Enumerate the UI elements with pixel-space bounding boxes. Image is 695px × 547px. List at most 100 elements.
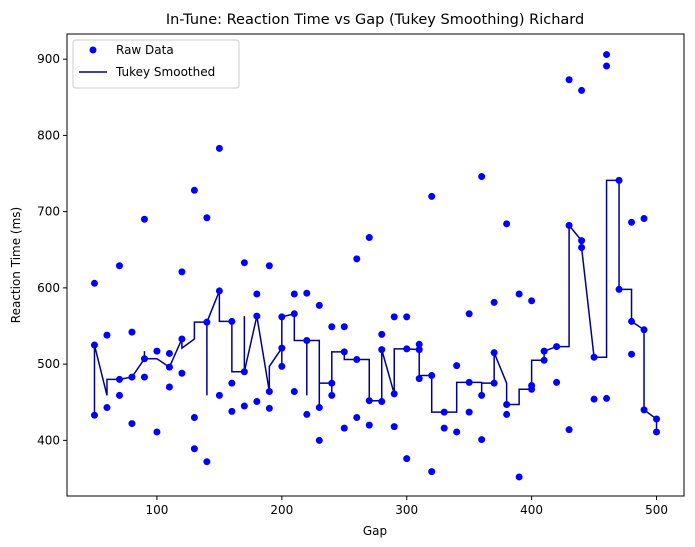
raw-data-point-45 [278,362,286,370]
y-tick-label-2: 600 [37,281,60,295]
raw-data-point-41 [265,388,273,396]
y-tick-label-0: 400 [37,433,60,447]
raw-data-point-56 [328,379,336,387]
raw-data-point-124 [640,326,648,334]
raw-data-point-60 [340,424,348,432]
raw-data-point-48 [290,388,298,396]
raw-data-point-28 [215,144,223,152]
raw-data-point-107 [565,76,573,84]
raw-data-point-115 [603,51,611,59]
y-axis-label: Reaction Time (ms) [9,207,23,323]
raw-data-point-104 [540,356,548,364]
raw-data-point-76 [415,340,423,348]
raw-data-point-120 [628,218,636,226]
raw-data-point-102 [528,385,536,393]
raw-data-point-11 [140,215,148,223]
raw-data-point-9 [128,373,136,381]
y-axis: 400 500 600 700 800 900 [37,52,67,447]
raw-data-point-46 [290,290,298,298]
raw-data-point-55 [328,323,336,331]
raw-data-point-77 [415,346,423,354]
raw-data-point-20 [178,335,186,343]
raw-data-point-57 [328,391,336,399]
raw-data-point-122 [628,350,636,358]
raw-data-point-1 [90,341,98,349]
raw-data-point-83 [440,424,448,432]
raw-data-point-39 [253,397,261,405]
raw-data-point-50 [303,336,311,344]
raw-data-point-127 [653,428,661,436]
raw-data-point-51 [303,410,311,418]
raw-data-point-33 [228,407,236,415]
x-tick-label-2: 300 [395,503,418,517]
raw-data-point-97 [503,410,511,418]
raw-data-point-22 [190,186,198,194]
raw-data-point-40 [265,262,273,270]
raw-data-point-34 [240,259,248,267]
x-axis: 100 200 300 400 500 [145,496,668,517]
raw-data-point-12 [140,355,148,363]
legend-label-raw-data: Raw Data [116,43,174,57]
chart-title: In-Tune: Reaction Time vs Gap (Tukey Smo… [166,12,584,28]
raw-data-point-74 [403,345,411,353]
y-tick-label-4: 800 [37,128,60,142]
plot-area [67,34,684,496]
raw-data-point-106 [553,378,561,386]
x-tick-label-4: 500 [645,503,668,517]
raw-data-point-91 [478,436,486,444]
raw-data-point-93 [490,349,498,357]
raw-data-point-68 [378,346,386,354]
raw-data-point-64 [365,234,373,242]
raw-data-point-0 [90,279,98,287]
raw-data-point-80 [428,372,436,380]
raw-data-point-26 [203,318,211,326]
raw-data-point-78 [415,375,423,383]
raw-data-point-24 [190,445,198,453]
raw-data-point-16 [165,349,173,357]
raw-data-point-30 [215,391,223,399]
raw-data-point-27 [203,458,211,466]
raw-data-point-73 [403,313,411,321]
raw-data-point-123 [640,215,648,222]
raw-data-point-114 [590,395,598,403]
raw-data-point-88 [465,408,473,416]
raw-data-point-58 [340,323,348,331]
raw-data-point-52 [315,301,323,309]
raw-data-point-49 [303,289,311,297]
raw-data-point-54 [315,436,323,444]
raw-data-point-89 [478,173,486,181]
raw-data-point-87 [465,378,473,386]
y-tick-label-3: 700 [37,205,60,219]
raw-data-point-2 [90,411,98,419]
legend: Raw Data Tukey Smoothed [72,39,240,89]
raw-data-point-31 [228,317,236,325]
x-tick-label-3: 400 [520,503,543,517]
raw-data-point-43 [278,313,286,321]
legend-marker-raw-data [89,46,97,54]
raw-data-point-86 [465,310,473,318]
raw-data-point-36 [240,402,248,410]
raw-data-point-71 [390,390,398,398]
raw-data-point-35 [240,368,248,376]
raw-data-point-100 [528,297,536,305]
y-tick-label-5: 900 [37,52,60,66]
raw-data-point-23 [190,413,198,421]
raw-data-point-53 [315,404,323,412]
legend-label-tukey-smoothed: Tukey Smoothed [115,65,215,79]
x-axis-label: Gap [363,524,387,538]
raw-data-point-70 [390,313,398,321]
raw-data-point-44 [278,344,286,352]
raw-data-point-25 [203,214,211,222]
raw-data-point-67 [378,330,386,338]
y-tick-label-1: 500 [37,357,60,371]
raw-data-point-15 [153,428,161,436]
raw-data-point-121 [628,317,636,325]
raw-data-point-116 [603,62,611,70]
raw-data-point-69 [378,397,386,405]
raw-data-point-38 [253,312,261,320]
raw-data-point-81 [428,468,436,476]
raw-data-point-110 [578,86,586,94]
raw-data-point-13 [140,373,148,381]
raw-data-point-10 [128,420,136,428]
raw-data-point-59 [340,348,348,356]
